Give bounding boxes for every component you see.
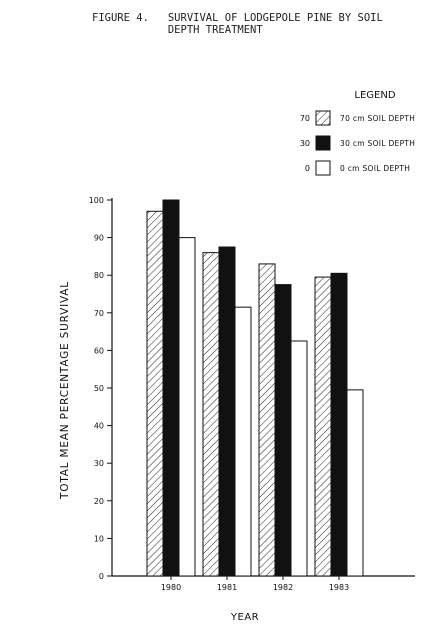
bar-70cm-1982	[258, 263, 276, 577]
x-tick-label: 1980	[161, 583, 181, 592]
y-tick-label: 90	[94, 234, 104, 243]
bars	[146, 199, 364, 577]
x-axis: 1980 1981 1982 1983	[112, 575, 415, 592]
legend-key-70: 70	[300, 114, 310, 123]
y-axis-label: TOTAL MEAN PERCENTAGE SURVIVAL	[59, 281, 71, 500]
bar-30cm-1980	[162, 199, 180, 577]
bar-0cm-1983	[346, 389, 364, 577]
bar-0cm-1982	[290, 340, 308, 577]
plot-area: 0 10 20 30 40 50 60 70 80 90 100 1980 1981 1982 1983	[89, 196, 415, 592]
bar-30cm-1981	[218, 246, 236, 577]
x-tick-label: 1982	[273, 583, 293, 592]
y-tick-label: 0	[99, 572, 104, 581]
bar-30cm-1983	[330, 272, 348, 577]
bar-0cm-1980	[178, 237, 196, 577]
legend-key-0: 0	[305, 164, 310, 173]
y-tick-label: 70	[94, 309, 104, 318]
legend-label-30cm: 30 cm SOIL DEPTH	[340, 139, 415, 148]
bar-70cm-1980	[146, 210, 164, 577]
x-tick-label: 1983	[329, 583, 349, 592]
y-tick-label: 60	[94, 346, 104, 355]
x-axis-label: YEAR	[230, 612, 259, 623]
legend-label-0cm: 0 cm SOIL DEPTH	[340, 164, 410, 173]
legend-label-70cm: 70 cm SOIL DEPTH	[340, 114, 415, 123]
legend-key-30: 30	[300, 139, 310, 148]
bar-70cm-1981	[202, 252, 220, 577]
legend: LEGEND 70 70 cm SOIL DEPTH 30 30 cm SOIL DE…	[300, 90, 415, 176]
y-tick-label: 50	[94, 384, 104, 393]
bar-70cm-1983	[314, 276, 332, 577]
y-tick-label: 30	[94, 459, 104, 468]
y-tick-label: 20	[94, 497, 104, 506]
bar-30cm-1982	[274, 284, 292, 577]
legend-swatch-0cm	[315, 160, 331, 176]
y-tick-label: 40	[94, 422, 104, 431]
legend-swatch-30cm	[315, 135, 331, 151]
y-axis: 0 10 20 30 40 50 60 70 80 90 100	[89, 196, 113, 581]
legend-title: LEGEND	[354, 90, 395, 101]
y-tick-label: 80	[94, 271, 104, 280]
y-tick-label: 10	[94, 534, 104, 543]
bar-0cm-1981	[234, 306, 252, 577]
legend-swatch-70cm	[315, 110, 331, 126]
x-tick-label: 1981	[217, 583, 237, 592]
figure-title: FIGURE 4. SURVIVAL OF LODGEPOLE PINE BY …	[92, 12, 383, 36]
y-tick-label: 100	[89, 196, 104, 205]
